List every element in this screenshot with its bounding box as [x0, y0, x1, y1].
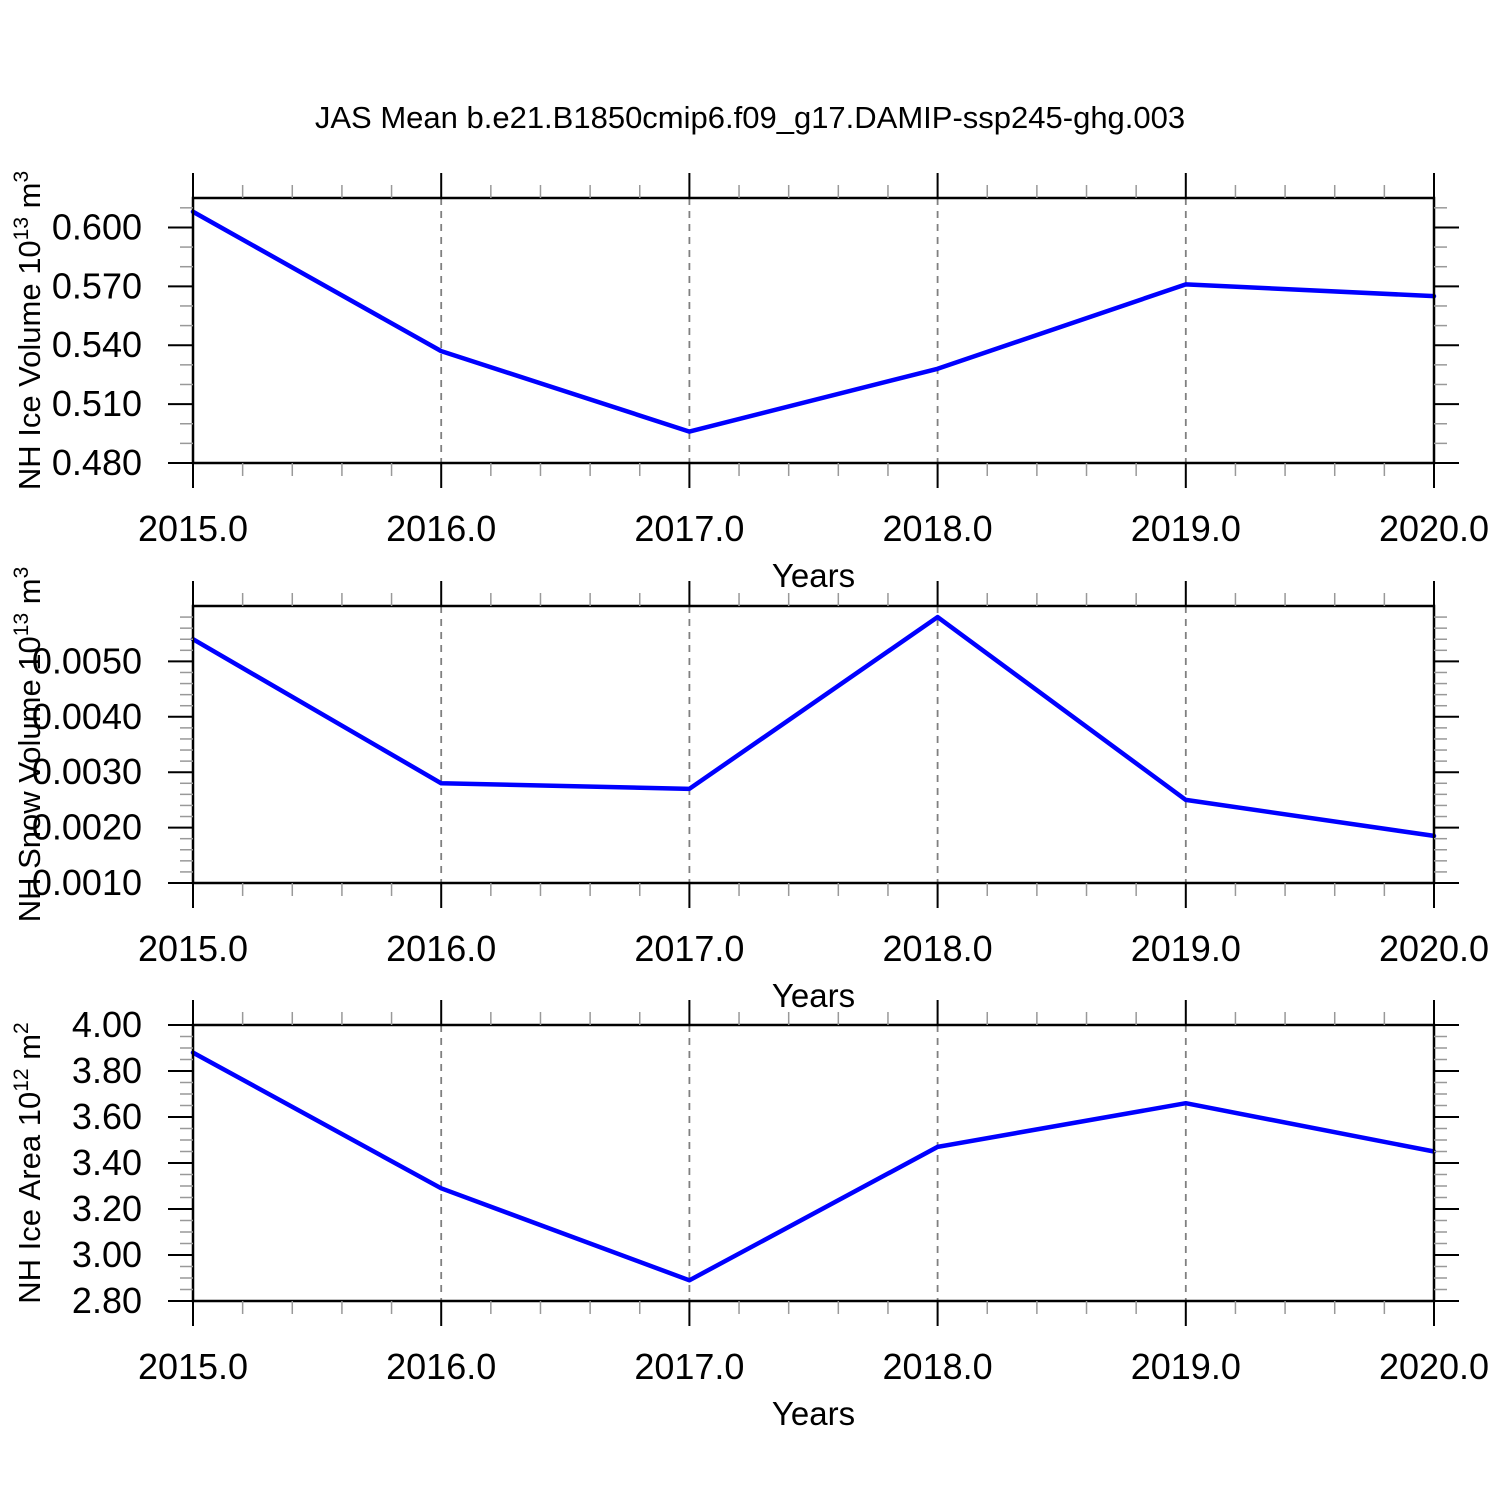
- x-tick-label: 2017.0: [634, 928, 744, 969]
- x-tick-label: 2017.0: [634, 508, 744, 549]
- y-tick-label: 3.60: [72, 1096, 142, 1137]
- y-tick-label: 0.0050: [32, 640, 142, 681]
- y-tick-label: 0.600: [52, 206, 142, 247]
- y-tick-label: 0.0010: [32, 862, 142, 903]
- x-tick-label: 2016.0: [386, 508, 496, 549]
- x-axis-title: Years: [772, 977, 855, 1014]
- y-tick-label: 0.0020: [32, 807, 142, 848]
- x-tick-label: 2017.0: [634, 1346, 744, 1387]
- y-tick-label: 0.0030: [32, 751, 142, 792]
- panel-nh-ice-volume: 0.480 0.510 0.540 0.570 0.600 2015.0 2016.0 201…: [10, 171, 1489, 594]
- panel-nh-snow-volume: 0.0010 0.0020 0.0030 0.0040 0.0050 2015.0 2016…: [10, 567, 1489, 1014]
- x-tick-label: 2018.0: [883, 1346, 993, 1387]
- y-axis-title: NH Ice Area 1012 m2: [10, 1022, 47, 1303]
- x-tick-label: 2015.0: [138, 1346, 248, 1387]
- y-tick-label: 0.510: [52, 383, 142, 424]
- x-tick-label: 2016.0: [386, 928, 496, 969]
- plot-frame: [191, 196, 1436, 465]
- y-axis-title: NH Ice Volume 1013 m3: [10, 171, 47, 490]
- x-tick-label: 2018.0: [883, 508, 993, 549]
- x-tick-label: 2016.0: [386, 1346, 496, 1387]
- x-tick-label: 2018.0: [883, 928, 993, 969]
- y-tick-label: 0.540: [52, 324, 142, 365]
- y-tick-label: 2.80: [72, 1280, 142, 1321]
- x-tick-label: 2019.0: [1131, 508, 1241, 549]
- x-tick-label: 2019.0: [1131, 928, 1241, 969]
- y-axis-title: NH Snow Volume 1013 m3: [10, 567, 47, 923]
- x-tick-label: 2020.0: [1379, 508, 1489, 549]
- y-tick-label: 4.00: [72, 1004, 142, 1045]
- x-tick-label: 2015.0: [138, 928, 248, 969]
- plot-frame: [191, 1023, 1436, 1303]
- y-tick-label: 3.00: [72, 1234, 142, 1275]
- y-tick-label: 3.40: [72, 1142, 142, 1183]
- series-line: [190, 614, 1437, 839]
- plot-title: JAS Mean b.e21.B1850cmip6.f09_g17.DAMIP-…: [314, 100, 1186, 135]
- series-line: [190, 209, 1437, 434]
- x-tick-label: 2020.0: [1379, 1346, 1489, 1387]
- x-tick-label: 2019.0: [1131, 1346, 1241, 1387]
- y-tick-label: 3.20: [72, 1188, 142, 1229]
- y-tick-label: 0.480: [52, 442, 142, 483]
- x-tick-label: 2020.0: [1379, 928, 1489, 969]
- y-tick-label: 0.570: [52, 265, 142, 306]
- x-axis-title: Years: [772, 557, 855, 594]
- y-tick-label: 3.80: [72, 1050, 142, 1091]
- panel-nh-ice-area: 2.80 3.00 3.20 3.40 3.60 3.80 4.00 2015.0 2016.0…: [10, 1000, 1489, 1432]
- x-tick-label: 2015.0: [138, 508, 248, 549]
- series-line: [190, 1050, 1437, 1283]
- y-tick-label: 0.0040: [32, 696, 142, 737]
- plot-frame: [191, 604, 1436, 885]
- x-axis-title: Years: [772, 1395, 855, 1432]
